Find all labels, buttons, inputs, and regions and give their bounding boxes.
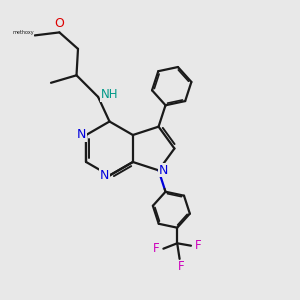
Text: methoxy: methoxy bbox=[13, 31, 34, 35]
Text: N: N bbox=[100, 169, 110, 182]
Text: F: F bbox=[178, 260, 184, 273]
Text: N: N bbox=[76, 128, 86, 142]
Text: N: N bbox=[159, 164, 168, 177]
Text: NH: NH bbox=[101, 88, 118, 101]
Text: O: O bbox=[55, 17, 64, 31]
Text: F: F bbox=[153, 242, 160, 255]
Text: F: F bbox=[195, 239, 202, 252]
